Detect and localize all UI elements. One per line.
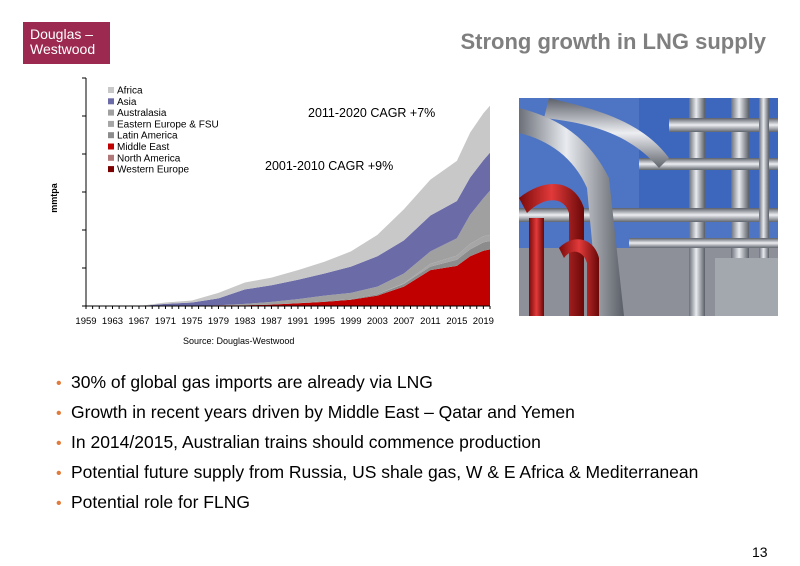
legend-label: Asia [117, 97, 137, 108]
bullet-text: In 2014/2015, Australian trains should c… [71, 432, 541, 452]
x-tick-label: 1995 [314, 316, 335, 327]
bullet-text: Potential future supply from Russia, US … [71, 462, 699, 482]
legend-swatch [108, 166, 114, 173]
x-tick-label: 2015 [446, 316, 467, 327]
legend-swatch [108, 154, 114, 161]
bullet-dot-icon: • [56, 375, 62, 392]
douglas-westwood-logo: Douglas – Westwood [23, 22, 110, 64]
area-series-africa [86, 105, 490, 307]
bullet-dot-icon: • [56, 465, 62, 482]
x-tick-label: 1999 [340, 316, 361, 327]
legend-label: Africa [117, 86, 143, 97]
lng-plant-pipes-photo [519, 98, 778, 316]
y-axis-ticks [82, 77, 86, 307]
legend-label: Western Europe [117, 165, 190, 176]
bullet-list: • 30% of global gas imports are already v… [56, 368, 698, 518]
bullet-text: Growth in recent years driven by Middle … [71, 402, 575, 422]
x-axis-ticks: 1959 1963 1967 1971 1975 1979 1983 1987 1991 1995… [75, 306, 494, 327]
legend-label: Australasia [117, 108, 167, 119]
logo-line-1: Douglas – [30, 26, 94, 42]
page-number: 13 [752, 544, 768, 560]
annotation-cagr-2001-2010: 2001-2010 CAGR +9% [265, 159, 393, 173]
bullet-dot-icon: • [56, 495, 62, 512]
annotation-cagr-2011-2020: 2011-2020 CAGR +7% [308, 106, 435, 120]
x-tick-label: 1991 [287, 316, 308, 327]
x-tick-label: 1963 [102, 316, 123, 327]
bullet-item: • 30% of global gas imports are already v… [56, 368, 698, 398]
legend-swatch [108, 109, 114, 116]
bullet-text: Potential role for FLNG [71, 492, 250, 512]
x-tick-label: 2011 [420, 316, 440, 327]
legend-swatch [108, 143, 114, 150]
x-tick-label: 2019 [473, 316, 494, 327]
bullet-dot-icon: • [56, 435, 62, 452]
x-tick-label: 1975 [181, 316, 202, 327]
x-tick-label: 1979 [208, 316, 229, 327]
x-tick-label: 1959 [75, 316, 96, 327]
bullet-item: • Potential future supply from Russia, US… [56, 458, 698, 488]
bullet-dot-icon: • [56, 405, 62, 422]
legend-label: North America [117, 153, 181, 164]
x-tick-label: 1983 [234, 316, 255, 327]
bullet-item: • In 2014/2015, Australian trains should … [56, 428, 698, 458]
legend-label: Eastern Europe & FSU [117, 119, 219, 130]
bullet-text: 30% of global gas imports are already vi… [71, 372, 433, 392]
y-axis-label: mmtpa [49, 182, 59, 212]
logo-line-2: Westwood [30, 41, 96, 57]
x-tick-label: 1987 [261, 316, 282, 327]
bullet-item: • Potential role for FLNG [56, 488, 698, 518]
x-tick-label: 1971 [155, 316, 176, 327]
bullet-item: • Growth in recent years driven by Middle… [56, 398, 698, 428]
area-series-middle-east [86, 249, 490, 306]
x-tick-label: 2003 [367, 316, 388, 327]
legend-swatch [108, 120, 114, 127]
chart-areas [86, 105, 490, 307]
legend-swatch [108, 132, 114, 139]
slide-title: Strong growth in LNG supply [460, 29, 766, 54]
chart-source: Source: Douglas-Westwood [183, 336, 294, 346]
area-series-latin-america [86, 241, 490, 306]
x-tick-label: 2007 [393, 316, 414, 327]
legend-swatch [108, 87, 114, 93]
legend-label: Middle East [117, 142, 169, 153]
area-series-asia [86, 152, 490, 306]
legend-label: Latin America [117, 131, 178, 142]
x-tick-label: 1967 [128, 316, 149, 327]
legend-swatch [108, 98, 114, 105]
